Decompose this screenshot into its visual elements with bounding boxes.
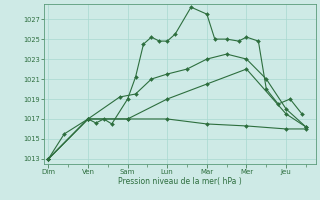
X-axis label: Pression niveau de la mer( hPa ): Pression niveau de la mer( hPa ) — [118, 177, 242, 186]
